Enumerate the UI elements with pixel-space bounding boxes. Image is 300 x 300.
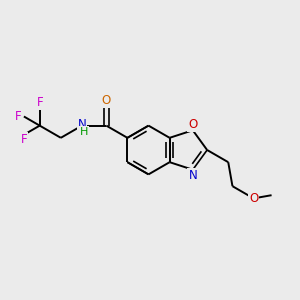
Text: N: N xyxy=(78,118,86,131)
Text: F: F xyxy=(15,110,22,123)
Text: O: O xyxy=(102,94,111,107)
Text: F: F xyxy=(36,96,43,109)
Text: H: H xyxy=(80,127,88,137)
Text: F: F xyxy=(21,133,27,146)
Text: N: N xyxy=(188,169,197,182)
Text: O: O xyxy=(249,192,258,205)
Text: O: O xyxy=(188,118,197,131)
